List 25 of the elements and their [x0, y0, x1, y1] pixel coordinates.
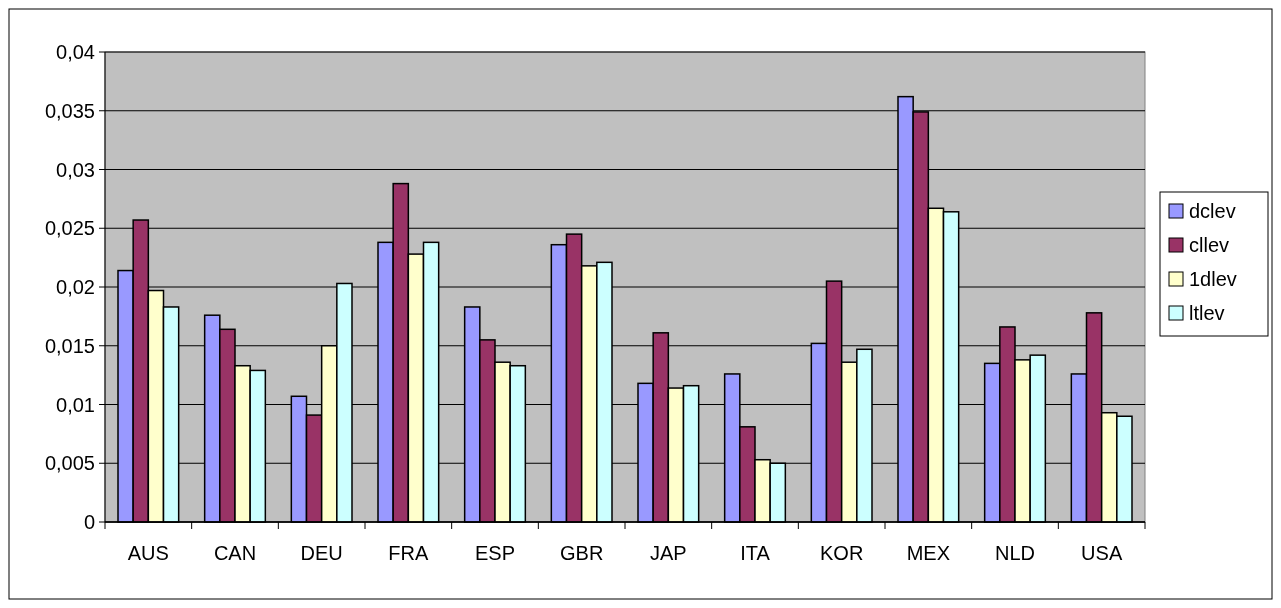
- legend-label: ltlev: [1189, 302, 1225, 324]
- y-tick-label: 0,025: [44, 217, 95, 240]
- x-tick-label: KOR: [819, 542, 864, 564]
- y-tick-label: 0,005: [44, 452, 95, 475]
- x-tick-label: CAN: [213, 542, 257, 564]
- x-tick-label: ITA: [740, 542, 771, 564]
- x-tick-label: AUS: [127, 542, 169, 564]
- x-tick-label: FRA: [388, 542, 429, 564]
- legend-label: 1dlev: [1189, 268, 1237, 290]
- y-tick-label: 0,03: [56, 158, 95, 181]
- y-tick-label: 0,035: [44, 99, 95, 122]
- y-tick-label: 0,02: [56, 276, 95, 298]
- y-tick-label: 0,01: [56, 393, 95, 416]
- legend-label: dclev: [1189, 200, 1236, 222]
- y-tick-label: 0,015: [44, 334, 95, 357]
- x-tick-label: NLD: [994, 542, 1036, 564]
- x-tick-label: USA: [1081, 542, 1123, 564]
- x-tick-label: ESP: [474, 542, 516, 564]
- y-tick-label: 0: [83, 511, 95, 533]
- legend-label: cllev: [1189, 234, 1230, 256]
- x-tick-label: DEU: [300, 542, 343, 564]
- x-tick-label: MEX: [906, 542, 951, 564]
- x-tick-label: GBR: [559, 542, 604, 564]
- x-tick-label: JAP: [649, 542, 687, 564]
- y-tick-label: 0,04: [56, 41, 95, 63]
